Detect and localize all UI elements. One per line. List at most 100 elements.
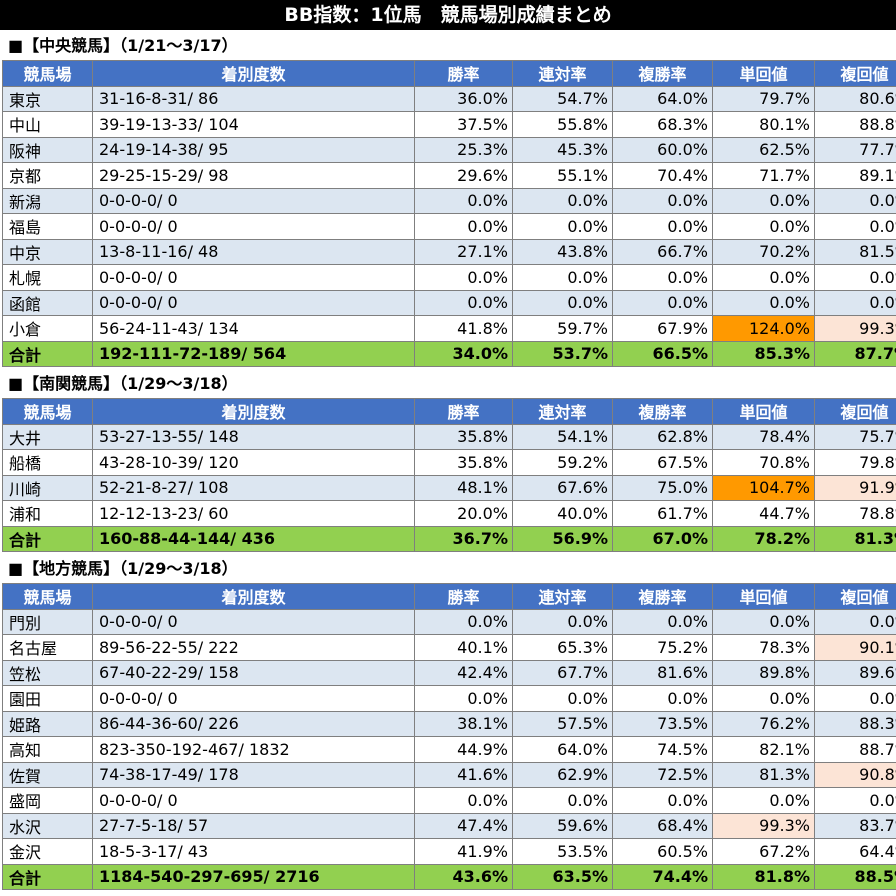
value-cell: 99.3% — [712, 812, 815, 839]
column-header: 単回値 — [712, 583, 815, 610]
value-cell: 70.8% — [712, 449, 815, 476]
racecourse-cell: 佐賀 — [2, 761, 93, 788]
value-cell: 78.8% — [814, 500, 896, 527]
value-cell: 0.0% — [612, 187, 713, 214]
value-cell: 68.3% — [612, 111, 713, 138]
table-row: 新潟0-0-0-0/ 00.0%0.0%0.0%0.0%0.0% — [2, 187, 896, 214]
value-cell: 35.8% — [414, 423, 513, 450]
value-cell: 0.0% — [814, 787, 896, 814]
record-cell: 39-19-13-33/ 104 — [92, 111, 415, 138]
racecourse-cell: 大井 — [2, 423, 93, 450]
column-header: 着別度数 — [92, 583, 415, 610]
total-value: 43.6% — [414, 863, 513, 890]
value-cell: 0.0% — [814, 608, 896, 635]
value-cell: 60.5% — [612, 838, 713, 865]
record-cell: 31-16-8-31/ 86 — [92, 85, 415, 112]
value-cell: 67.9% — [612, 315, 713, 342]
value-cell: 77.7% — [814, 136, 896, 163]
racecourse-cell: 川崎 — [2, 474, 93, 501]
total-value: 81.8% — [712, 863, 815, 890]
record-cell: 0-0-0-0/ 0 — [92, 187, 415, 214]
value-cell: 0.0% — [414, 608, 513, 635]
record-cell: 53-27-13-55/ 148 — [92, 423, 415, 450]
record-cell: 0-0-0-0/ 0 — [92, 685, 415, 712]
value-cell: 40.0% — [512, 500, 613, 527]
racecourse-cell: 福島 — [2, 213, 93, 240]
column-header: 複回値 — [814, 60, 896, 87]
record-cell: 43-28-10-39/ 120 — [92, 449, 415, 476]
table-row: 姫路 86-44-36-60/ 226 38.1% 57.5% 73.5% 76.2% 88… — [2, 710, 896, 737]
record-cell: 27-7-5-18/ 57 — [92, 812, 415, 839]
racecourse-cell: 函館 — [2, 289, 93, 316]
value-cell: 75.2% — [612, 634, 713, 661]
total-value: 87.7% — [814, 340, 896, 367]
value-cell: 47.4% — [414, 812, 513, 839]
value-cell: 0.0% — [814, 289, 896, 316]
value-cell: 0.0% — [512, 213, 613, 240]
racecourse-cell: 船橋 — [2, 449, 93, 476]
value-cell: 0.0% — [612, 787, 713, 814]
column-header: 連対率 — [512, 60, 613, 87]
total-value: 88.5% — [814, 863, 896, 890]
total-record: 192-111-72-189/ 564 — [92, 340, 415, 367]
value-cell: 88.8% — [814, 111, 896, 138]
value-cell: 55.8% — [512, 111, 613, 138]
racecourse-cell: 阪神 — [2, 136, 93, 163]
value-cell: 81.3% — [712, 761, 815, 788]
value-cell: 82.1% — [712, 736, 815, 763]
value-cell: 89.1% — [814, 162, 896, 189]
column-header: 競馬場 — [2, 398, 93, 425]
value-cell: 36.0% — [414, 85, 513, 112]
value-cell: 35.8% — [414, 449, 513, 476]
value-cell: 48.1% — [414, 474, 513, 501]
value-cell: 80.1% — [712, 111, 815, 138]
value-cell: 0.0% — [712, 685, 815, 712]
table-header-row: 競馬場 着別度数 勝率 連対率 複勝率 単回値 複回値 — [2, 398, 896, 425]
value-cell: 57.5% — [512, 710, 613, 737]
table-row: 浦和 12-12-13-23/ 60 20.0% 40.0% 61.7% 44.7% 78.… — [2, 500, 896, 527]
table-row: 佐賀 74-38-17-49/ 178 41.6% 62.9% 72.5% 81.3% 90… — [2, 761, 896, 788]
value-cell: 25.3% — [414, 136, 513, 163]
value-cell: 42.4% — [414, 659, 513, 686]
total-label: 合計 — [2, 340, 93, 367]
value-cell: 78.4% — [712, 423, 815, 450]
value-cell: 88.3% — [814, 710, 896, 737]
record-cell: 24-19-14-38/ 95 — [92, 136, 415, 163]
racecourse-cell: 小倉 — [2, 315, 93, 342]
value-cell: 41.9% — [414, 838, 513, 865]
record-cell: 18-5-3-17/ 43 — [92, 838, 415, 865]
table-row: 川崎 52-21-8-27/ 108 48.1% 67.6% 75.0% 104.7% 91… — [2, 474, 896, 501]
value-cell: 70.2% — [712, 238, 815, 265]
record-cell: 67-40-22-29/ 158 — [92, 659, 415, 686]
value-cell: 61.7% — [612, 500, 713, 527]
value-cell: 0.0% — [712, 264, 815, 291]
table-row: 船橋 43-28-10-39/ 120 35.8% 59.2% 67.5% 70.8% 79… — [2, 449, 896, 476]
total-value: 63.5% — [512, 863, 613, 890]
record-cell: 823-350-192-467/ 1832 — [92, 736, 415, 763]
value-cell: 66.7% — [612, 238, 713, 265]
racecourse-cell: 東京 — [2, 85, 93, 112]
value-cell: 67.6% — [512, 474, 613, 501]
total-value: 34.0% — [414, 340, 513, 367]
racecourse-cell: 札幌 — [2, 264, 93, 291]
racecourse-cell: 姫路 — [2, 710, 93, 737]
value-cell: 44.7% — [712, 500, 815, 527]
value-cell: 20.0% — [414, 500, 513, 527]
table-row: 笠松 67-40-22-29/ 158 42.4% 67.7% 81.6% 89.8% 89… — [2, 659, 896, 686]
column-header: 複回値 — [814, 398, 896, 425]
table-row: 函館0-0-0-0/ 00.0%0.0%0.0%0.0%0.0% — [2, 289, 896, 316]
table-row: 盛岡0-0-0-0/ 00.0%0.0%0.0%0.0%0.0% — [2, 787, 896, 814]
table-row: 高知 823-350-192-467/ 1832 44.9% 64.0% 74.5% 82… — [2, 736, 896, 763]
value-cell: 0.0% — [512, 264, 613, 291]
column-header: 複勝率 — [612, 60, 713, 87]
column-header: 複勝率 — [612, 583, 713, 610]
value-cell: 59.6% — [512, 812, 613, 839]
value-cell: 0.0% — [712, 787, 815, 814]
record-cell: 89-56-22-55/ 222 — [92, 634, 415, 661]
racecourse-cell: 浦和 — [2, 500, 93, 527]
racecourse-cell: 盛岡 — [2, 787, 93, 814]
value-cell: 80.6% — [814, 85, 896, 112]
total-row: 合計 160-88-44-144/ 436 36.7% 56.9% 67.0% 78.2%… — [2, 525, 896, 552]
value-cell: 0.0% — [414, 787, 513, 814]
value-cell: 0.0% — [712, 289, 815, 316]
